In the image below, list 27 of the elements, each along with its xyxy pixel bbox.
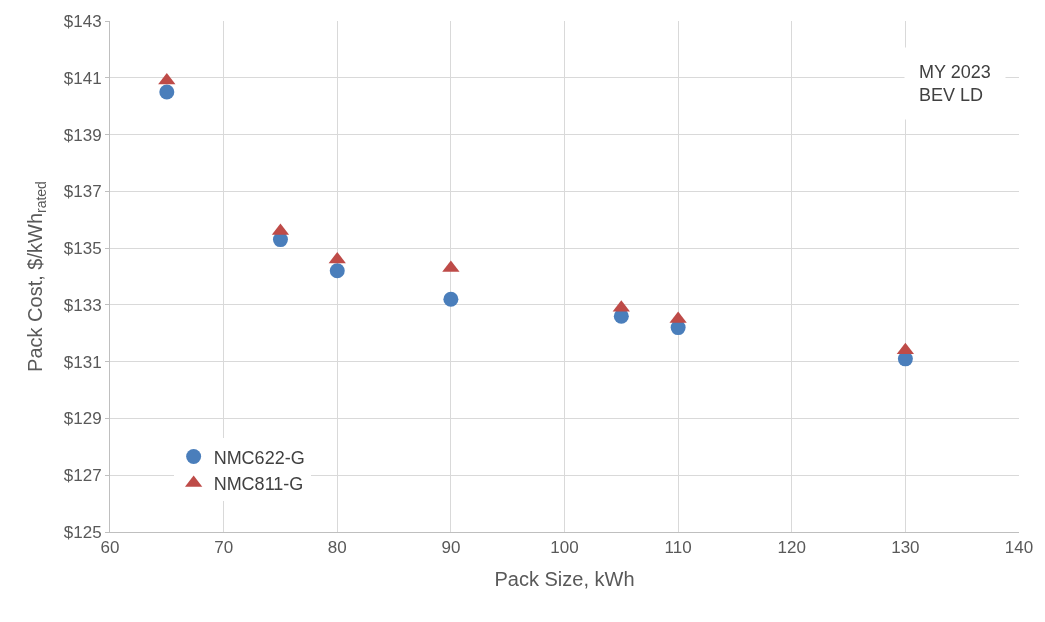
point	[443, 291, 459, 307]
y-tick-label: $127	[63, 466, 102, 486]
x-tick-label: 130	[891, 538, 920, 558]
x-tick-label: 80	[327, 538, 347, 558]
legend-label: NMC811-G	[213, 473, 304, 494]
y-tick-label: $141	[63, 68, 102, 88]
x-tick-label: 90	[441, 538, 461, 558]
point	[328, 251, 346, 264]
point	[329, 263, 345, 279]
y-tick-label: $125	[63, 522, 102, 542]
x-tick-label: 140	[1004, 538, 1034, 558]
y-tick-label: $133	[63, 295, 102, 315]
y-tick-label: $137	[63, 182, 102, 202]
x-tick-label: 100	[550, 538, 579, 558]
x-tick-label: 120	[777, 538, 806, 558]
annotation: MY 2023 BEV LD	[919, 62, 991, 106]
y-tick-label: $131	[63, 352, 102, 372]
legend-label: NMC622-G	[213, 447, 305, 468]
point	[159, 84, 175, 100]
x-axis-title: Pack Size, kWh	[494, 567, 635, 590]
y-tick-label: $139	[63, 125, 102, 145]
x-tick-label: 70	[214, 538, 234, 558]
x-tick-label: 60	[100, 538, 120, 558]
y-tick-label: $135	[63, 239, 102, 259]
y-tick-label: $129	[63, 409, 102, 429]
x-tick-label: 110	[664, 538, 692, 558]
y-tick-label: $143	[63, 11, 102, 31]
